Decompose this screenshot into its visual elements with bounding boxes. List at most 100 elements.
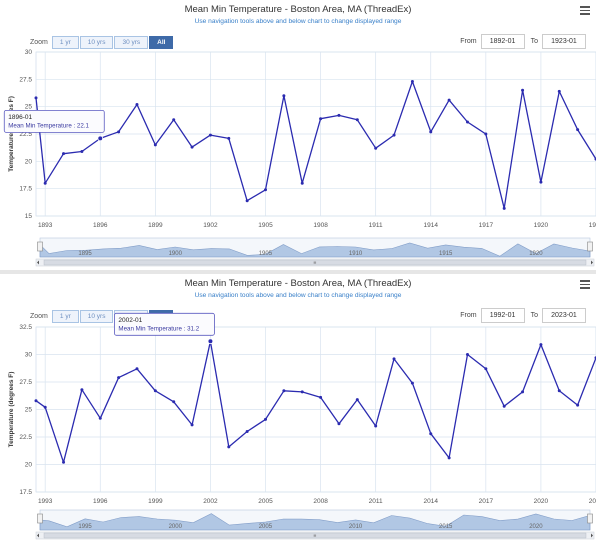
zoom-selector: Zoom 1 yr 10 yrs 30 yrs All [30, 35, 174, 49]
zoom-10yrs-button[interactable]: 10 yrs [79, 35, 114, 49]
x-tick-label: 2005 [258, 498, 273, 505]
data-point [539, 343, 543, 347]
navigator-handle[interactable] [37, 513, 43, 524]
data-point [153, 143, 157, 147]
chart-title: Mean Min Temperature - Boston Area, MA (… [184, 278, 412, 289]
data-point [208, 133, 212, 137]
data-point [447, 98, 451, 102]
data-point [98, 416, 102, 420]
to-date-input[interactable]: 1923-01 [542, 34, 586, 49]
line-chart: 1893 1896 1899 1902 1905 1908 1911 1914 1917 1920… [3, 49, 596, 267]
series-line [35, 80, 596, 209]
data-point [172, 118, 176, 122]
hamburger-menu-icon[interactable] [580, 6, 590, 15]
data-point [355, 398, 359, 402]
data-point [539, 180, 543, 184]
scrollbar-thumb[interactable] [43, 259, 587, 266]
navigator-tick-label: 2015 [439, 524, 453, 530]
divider [0, 270, 596, 274]
from-date-input[interactable]: 1992-01 [480, 308, 525, 323]
data-point [190, 145, 194, 149]
x-tick-label: 2020 [534, 498, 549, 505]
from-label: From [460, 312, 477, 319]
tooltip-box [3, 109, 105, 133]
x-tick-label: 1999 [148, 498, 163, 505]
data-point [355, 118, 359, 122]
chart-panel: Mean Min Temperature - Boston Area, MA (… [0, 0, 596, 270]
y-tick-label: 20 [25, 158, 33, 165]
data-point [337, 113, 341, 117]
navigator-handle[interactable] [587, 241, 593, 252]
from-date-input[interactable]: 1892-01 [480, 34, 525, 49]
data-point [62, 152, 66, 156]
zoom-all-button[interactable]: All [149, 35, 174, 49]
data-point [300, 181, 304, 185]
x-tick-label: 1908 [313, 222, 328, 229]
scrollbar-grip-icon: ≡ [314, 261, 317, 267]
data-point [337, 422, 341, 426]
data-point [282, 94, 286, 98]
x-tick-label: 1911 [369, 222, 383, 229]
scroll-right-arrow-icon[interactable] [591, 260, 593, 265]
data-point [172, 400, 176, 404]
x-tick-label: 1923 [589, 222, 596, 229]
to-date-input[interactable]: 2023-01 [542, 308, 586, 323]
navigator-tick-label: 2000 [169, 524, 183, 530]
line-chart: 1993 1996 1999 2002 2005 2008 2011 2014 2017 2020… [8, 312, 596, 540]
x-tick-label: 1896 [93, 222, 108, 229]
data-point [34, 96, 38, 100]
navigator-series [39, 242, 591, 258]
tooltip-date: 2002-01 [118, 317, 142, 324]
data-point [80, 388, 84, 392]
y-axis-label: Temperature (degrees F) [8, 96, 15, 172]
y-tick-label: 27.5 [19, 76, 32, 83]
scroll-right-arrow-icon[interactable] [591, 533, 593, 538]
hamburger-menu-icon[interactable] [580, 280, 590, 289]
scroll-left-arrow-icon[interactable] [37, 533, 39, 538]
navigator-handle[interactable] [37, 241, 43, 252]
data-point [80, 149, 84, 153]
y-tick-label: 22.5 [19, 131, 32, 138]
tooltip-value: Mean Min Temperature : 31.2 [118, 325, 199, 332]
data-point [43, 405, 47, 409]
x-tick-label: 1996 [93, 498, 108, 505]
chart-subtitle: Use navigation tools above and below cha… [194, 18, 402, 25]
data-point [465, 120, 469, 124]
navigator-handle[interactable] [587, 513, 593, 524]
tooltip-box [114, 312, 215, 336]
data-point [227, 136, 231, 140]
data-point [374, 146, 378, 150]
data-point [245, 199, 249, 203]
data-point [117, 130, 121, 134]
zoom-label: Zoom [30, 38, 48, 46]
data-point [502, 206, 506, 210]
zoom-30yrs-button[interactable]: 30 yrs [114, 35, 149, 49]
navigator-tick-label: 1895 [78, 251, 92, 257]
data-point [576, 128, 580, 132]
y-tick-label: 30 [25, 49, 33, 56]
zoom-1yr-button[interactable]: 1 yr [51, 309, 79, 323]
data-point [227, 445, 231, 449]
data-point [447, 456, 451, 460]
data-point [117, 376, 121, 380]
navigator-series [39, 513, 591, 531]
x-tick-label: 1902 [203, 222, 218, 229]
data-point [557, 89, 561, 93]
y-tick-label: 17.5 [19, 186, 32, 193]
zoom-1yr-button[interactable]: 1 yr [51, 35, 79, 49]
x-tick-label: 1917 [479, 222, 494, 229]
zoom-10yrs-button[interactable]: 10 yrs [79, 309, 114, 323]
data-point [43, 181, 47, 185]
x-tick-label: 2008 [313, 498, 328, 505]
x-tick-label: 1920 [534, 222, 549, 229]
x-tick-label: 1914 [424, 222, 439, 229]
data-point [429, 130, 433, 134]
y-tick-label: 27.5 [19, 379, 32, 386]
scroll-left-arrow-icon[interactable] [37, 260, 39, 265]
navigator-tick-label: 2005 [259, 524, 273, 530]
scrollbar-thumb[interactable] [43, 532, 587, 539]
data-point [319, 395, 323, 399]
scrollbar-grip-icon: ≡ [314, 534, 317, 540]
y-axis-label: Temperature (degrees F) [8, 372, 15, 448]
from-label: From [460, 38, 477, 45]
